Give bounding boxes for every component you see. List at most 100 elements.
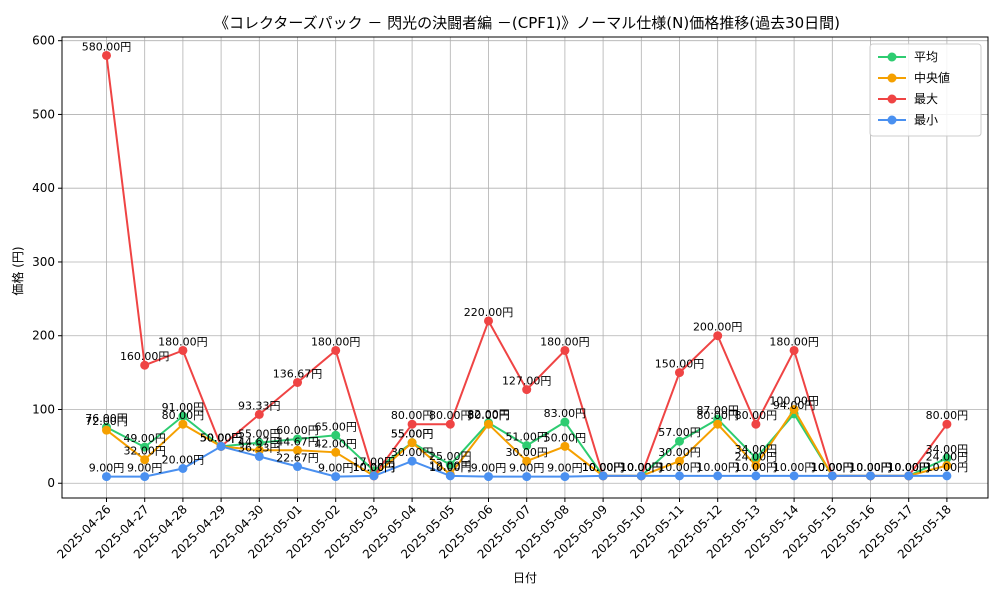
data-label: 180.00円 [311,335,361,348]
data-point [560,417,570,427]
legend-label: 中央値 [914,70,950,85]
data-label: 30.00円 [391,446,434,459]
data-point [713,419,723,429]
data-point [140,442,150,452]
data-point [407,456,417,466]
data-point [522,385,532,395]
data-label: 10.00円 [811,461,854,474]
legend-box [869,43,982,137]
data-label: 9.00円 [89,462,125,475]
chart-title: 《コレクターズパック － 閃光の決闘者編 －(CPF1)》ノーマル仕様(N)価格… [214,14,840,32]
data-point [713,471,723,481]
data-point [598,471,608,481]
plot-area-frame [61,36,989,499]
data-label: 10.00円 [620,461,663,474]
legend-marker [887,52,897,62]
data-point [254,445,264,455]
data-label: 10.00円 [887,461,930,474]
data-point [789,471,799,481]
data-point [293,434,302,444]
data-label: 10.00円 [811,461,854,474]
data-label: 72.00円 [85,415,128,428]
data-point [713,331,723,341]
data-label: 25.00円 [429,450,472,463]
data-point [140,455,150,465]
data-label: 80.00円 [926,409,969,422]
data-label: 10.00円 [849,461,892,474]
data-label: 160.00円 [120,350,170,363]
x-axis-ticks: 2025-04-262025-04-272025-04-282025-04-29… [54,498,954,561]
series-3 [102,441,952,482]
data-label: 44.67円 [276,435,319,448]
data-label: 82.00円 [467,408,510,421]
data-point [560,441,570,451]
data-label: 20.00円 [162,453,205,466]
data-point [102,425,111,435]
data-label: 87.00円 [696,404,739,417]
data-label: 51.00円 [505,431,548,444]
data-point [178,463,188,473]
data-label: 180.00円 [540,335,590,348]
data-label: 10.00円 [735,461,778,474]
data-point [522,456,532,466]
grid [62,37,988,498]
legend-marker [887,94,897,104]
data-point [102,50,111,60]
y-axis-ticks: 0 100 200 300 400 500 600 [32,34,62,490]
data-label: 10.00円 [849,461,892,474]
data-label: 93.33円 [238,399,281,412]
legend-marker [887,73,897,83]
y-axis-label: 価格 (円) [10,246,25,295]
data-label: 10.00円 [620,461,663,474]
data-point [178,345,188,355]
data-label: 42.00円 [314,437,357,450]
data-point [331,430,341,440]
y-tick-label: 0 [47,476,55,490]
data-point [407,419,417,429]
data-label: 49.00円 [123,432,166,445]
data-label: 10.00円 [926,461,969,474]
data-label: 55.00円 [391,428,434,441]
data-label: 83.00円 [544,407,587,420]
data-point [484,472,493,482]
legend-label: 平均 [914,50,938,64]
data-label: 12.00円 [429,459,472,472]
y-tick-label: 200 [32,329,55,343]
data-point [254,409,264,419]
data-label: 55.00円 [391,428,434,441]
series-layer [102,50,952,482]
data-label: 24.00円 [926,451,969,464]
y-tick-label: 400 [32,181,55,195]
data-label: 10.00円 [353,461,396,474]
data-point [293,377,302,387]
data-point [751,453,761,463]
data-point [942,419,952,429]
data-label: 44.67円 [238,435,281,448]
legend-entry: 平均 [878,50,938,64]
data-label: 10.00円 [582,461,625,474]
data-label: 80.00円 [696,409,739,422]
data-point [445,460,455,470]
data-label: 10.00円 [696,461,739,474]
data-point [866,471,875,481]
y-tick-label: 100 [32,402,55,416]
data-label: 580.00円 [82,40,132,53]
data-label: 10.00円 [429,461,472,474]
data-label: 76.00円 [85,412,128,425]
data-label: 50.00円 [200,431,243,444]
data-label: 10.00円 [620,461,663,474]
data-point [675,368,684,378]
data-label: 9.00円 [471,462,507,475]
data-point [675,456,684,466]
data-point [178,411,188,421]
y-tick-label: 600 [32,34,55,48]
data-point [407,438,417,448]
data-point [331,345,341,355]
data-point [293,445,302,455]
data-point [675,436,684,446]
legend-marker [887,115,897,125]
data-label: 22.67円 [276,452,319,465]
